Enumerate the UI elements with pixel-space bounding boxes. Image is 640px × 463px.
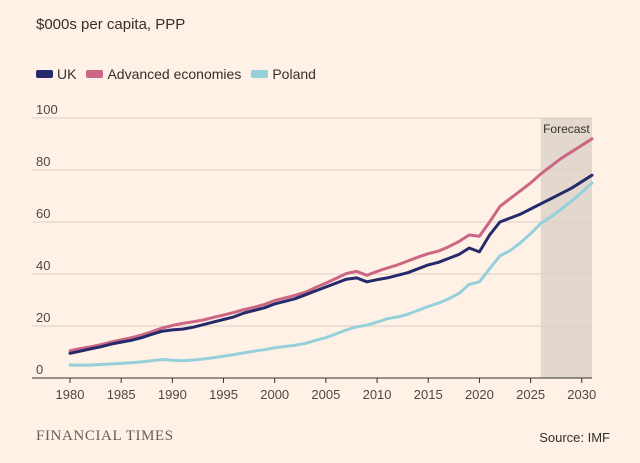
y-tick-label-80: 80: [36, 154, 50, 169]
legend-swatch-uk: [36, 70, 53, 78]
x-tick-label-2010: 2010: [363, 387, 392, 402]
x-tick-label-2005: 2005: [311, 387, 340, 402]
series-line-advanced-economies: [68, 137, 594, 353]
chart-legend: UK Advanced economies Poland: [36, 66, 326, 82]
y-tick-label-40: 40: [36, 258, 50, 273]
x-tick-label-2030: 2030: [567, 387, 596, 402]
x-tick-label-2015: 2015: [414, 387, 443, 402]
x-tick-label-1995: 1995: [209, 387, 238, 402]
legend-swatch-poland: [251, 70, 269, 78]
forecast-band: [540, 118, 592, 378]
source-note: Source: IMF: [539, 430, 610, 445]
y-tick-label-0: 0: [36, 362, 43, 377]
legend-label-uk: UK: [57, 66, 77, 82]
x-tick-label-2000: 2000: [260, 387, 289, 402]
x-tick-label-1980: 1980: [56, 387, 85, 402]
legend-item-poland: Poland: [251, 66, 316, 82]
legend-item-advanced-economies: Advanced economies: [86, 66, 241, 82]
y-tick-label-20: 20: [36, 310, 50, 325]
legend-swatch-advanced-economies: [86, 70, 104, 78]
legend-label-advanced-economies: Advanced economies: [107, 66, 242, 82]
x-tick-label-1985: 1985: [107, 387, 136, 402]
legend-item-uk: UK: [36, 66, 76, 82]
unit-label: $000s per capita, PPP: [36, 16, 186, 33]
ft-brand-logo: FINANCIAL TIMES: [36, 428, 174, 444]
series-line-uk: [68, 173, 594, 355]
x-tick-label-2025: 2025: [516, 387, 545, 402]
y-tick-label-100: 100: [36, 102, 58, 117]
x-tick-label-2020: 2020: [465, 387, 494, 402]
x-tick-label-1990: 1990: [158, 387, 187, 402]
forecast-label: Forecast: [543, 122, 590, 136]
legend-label-poland: Poland: [272, 66, 316, 82]
y-tick-label-60: 60: [36, 206, 50, 221]
series-line-poland: [68, 181, 594, 367]
